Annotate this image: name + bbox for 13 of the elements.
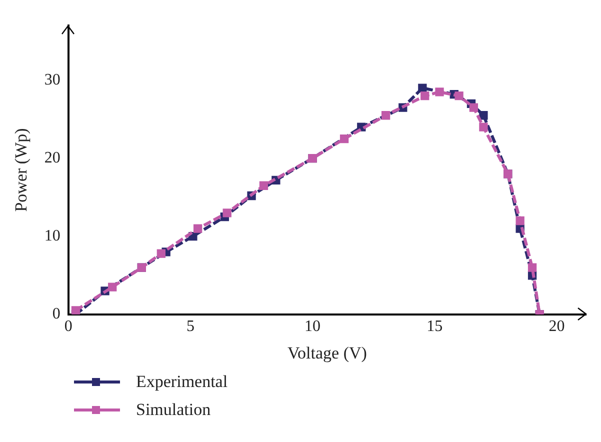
x-tick-label: 10 [304,318,321,336]
y-tick-label: 10 [44,228,60,245]
y-axis-title: Power (Wp) [12,128,31,212]
legend-label: Experimental [136,372,228,392]
y-tick-label: 0 [52,306,60,323]
x-tick-label: 0 [64,318,72,336]
y-tick-label: 30 [44,71,60,88]
y-tick-label: 20 [44,149,60,166]
x-tick-label: 5 [186,318,194,336]
x-tick-label: 20 [548,318,565,336]
legend-label: Simulation [136,400,211,420]
x-tick-label: 15 [426,318,443,336]
x-axis-title: Voltage (V) [287,343,367,362]
